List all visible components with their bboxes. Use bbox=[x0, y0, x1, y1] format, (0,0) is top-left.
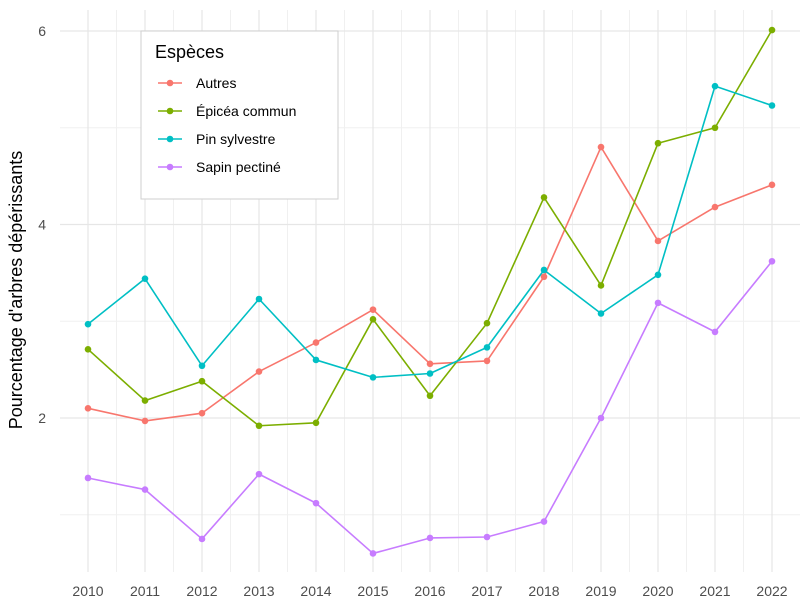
data-point bbox=[483, 344, 491, 351]
x-tick-label: 2018 bbox=[528, 583, 559, 599]
data-point bbox=[426, 370, 434, 377]
data-point bbox=[369, 550, 377, 557]
x-tick-label: 2010 bbox=[72, 583, 103, 599]
x-tick-label: 2021 bbox=[699, 583, 730, 599]
data-point bbox=[84, 474, 92, 482]
data-point bbox=[711, 124, 719, 132]
series-épicéa-commun bbox=[84, 26, 776, 430]
legend-box bbox=[140, 30, 339, 200]
data-point bbox=[255, 368, 263, 375]
y-tick-label: 2 bbox=[38, 410, 46, 426]
x-tick-label: 2020 bbox=[642, 583, 673, 599]
series-sapin-pectiné bbox=[84, 257, 776, 557]
data-point bbox=[768, 26, 776, 34]
legend-title: Espèces bbox=[155, 42, 224, 62]
data-point bbox=[312, 356, 320, 364]
data-point bbox=[84, 346, 92, 353]
data-point bbox=[540, 194, 548, 201]
y-axis-title: Pourcentage d'arbres dépérissants bbox=[6, 151, 26, 430]
legend-key-point bbox=[166, 135, 174, 143]
data-point bbox=[597, 414, 605, 422]
legend-item: Pin sylvestre bbox=[158, 131, 276, 147]
data-point bbox=[84, 405, 92, 412]
data-point bbox=[198, 362, 206, 370]
legend: Espèces Autres Épicéa commun Pin sylvestre S… bbox=[140, 30, 339, 200]
y-tick-label: 4 bbox=[38, 217, 46, 233]
x-tick-label: 2014 bbox=[300, 583, 331, 599]
data-point bbox=[711, 203, 719, 211]
x-tick-label: 2016 bbox=[414, 583, 445, 599]
data-point bbox=[654, 271, 662, 279]
x-tick-label: 2011 bbox=[130, 583, 160, 599]
data-point bbox=[768, 102, 776, 109]
legend-item: Épicéa commun bbox=[158, 103, 296, 119]
data-point bbox=[540, 266, 548, 274]
data-point bbox=[141, 486, 149, 493]
data-point bbox=[540, 273, 548, 281]
series-autres bbox=[84, 143, 776, 425]
data-point bbox=[654, 139, 662, 147]
legend-label: Sapin pectiné bbox=[196, 159, 281, 175]
data-point bbox=[597, 143, 605, 151]
data-point bbox=[141, 397, 149, 404]
data-point bbox=[312, 339, 320, 346]
data-point bbox=[255, 422, 263, 430]
data-point bbox=[198, 409, 206, 417]
data-point bbox=[141, 275, 149, 282]
data-point bbox=[654, 237, 662, 245]
data-point bbox=[369, 316, 377, 323]
data-point bbox=[483, 357, 491, 365]
data-point bbox=[426, 360, 434, 368]
legend-label: Pin sylvestre bbox=[196, 131, 276, 147]
legend-item: Autres bbox=[158, 75, 236, 91]
data-point bbox=[597, 310, 605, 317]
legend-label: Épicéa commun bbox=[196, 103, 296, 119]
y-tick-label: 6 bbox=[38, 23, 46, 39]
data-point bbox=[768, 257, 776, 265]
legend-item: Sapin pectiné bbox=[158, 159, 281, 175]
data-point bbox=[483, 319, 491, 327]
data-point bbox=[426, 534, 434, 542]
data-point bbox=[255, 470, 263, 478]
data-point bbox=[711, 328, 719, 336]
legend-label: Autres bbox=[196, 75, 236, 91]
data-point bbox=[312, 499, 320, 507]
legend-key-point bbox=[166, 79, 174, 87]
x-tick-label: 2017 bbox=[471, 583, 502, 599]
data-point bbox=[255, 295, 263, 303]
legend-key-point bbox=[166, 163, 174, 171]
x-tick-label: 2013 bbox=[243, 583, 274, 599]
data-point bbox=[84, 320, 92, 328]
data-point bbox=[711, 82, 719, 90]
x-tick-label: 2022 bbox=[756, 583, 787, 599]
series-pin-sylvestre bbox=[84, 82, 776, 381]
data-point bbox=[768, 181, 776, 189]
data-point bbox=[369, 306, 377, 313]
data-point bbox=[312, 419, 320, 427]
x-tick-label: 2012 bbox=[186, 583, 217, 599]
data-point bbox=[654, 299, 662, 307]
data-point bbox=[597, 282, 605, 289]
data-point bbox=[426, 392, 434, 400]
x-tick-label: 2019 bbox=[585, 583, 616, 599]
data-point bbox=[369, 374, 377, 381]
x-tick-label: 2015 bbox=[357, 583, 388, 599]
data-point bbox=[198, 377, 206, 385]
legend-key-point bbox=[166, 107, 174, 115]
data-point bbox=[141, 417, 149, 425]
data-point bbox=[483, 533, 491, 541]
data-point bbox=[540, 518, 548, 525]
data-point bbox=[198, 535, 206, 543]
